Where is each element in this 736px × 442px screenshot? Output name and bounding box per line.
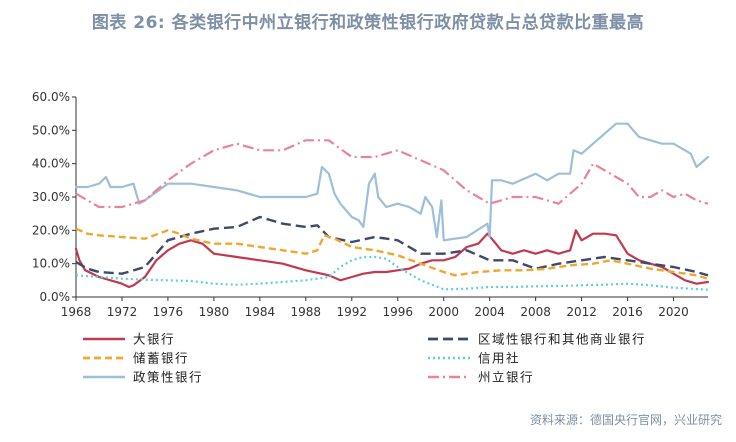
y-tick-label: 40.0% bbox=[32, 157, 70, 171]
chart-title: 图表 26: 各类银行中州立银行和政策性银行政府贷款占总贷款比重最高 bbox=[91, 13, 645, 33]
x-tick-label: 2000 bbox=[428, 305, 459, 319]
x-tick-label: 1972 bbox=[107, 305, 138, 319]
x-tick-label: 1984 bbox=[245, 305, 276, 319]
series-line-4 bbox=[74, 122, 710, 242]
x-tick-label: 1992 bbox=[337, 305, 368, 319]
y-tick-label: 60.0% bbox=[32, 90, 70, 104]
legend-item-2: 储蓄银行 bbox=[83, 351, 189, 366]
legend-label: 区域性银行和其他商业银行 bbox=[478, 332, 646, 347]
legend-label: 州立银行 bbox=[478, 370, 534, 385]
legend-label: 大银行 bbox=[133, 332, 175, 347]
x-tick-label: 1996 bbox=[382, 305, 413, 319]
x-tick-label: 2012 bbox=[566, 305, 597, 319]
x-tick-label: 2016 bbox=[612, 305, 643, 319]
x-tick-label: 1980 bbox=[199, 305, 230, 319]
axis-ticks: 0.0% 10.0% 20.0% 30.0% 40.0% 50.0% 60.0% 1968 19… bbox=[32, 90, 689, 319]
y-tick-label: 0.0% bbox=[40, 290, 71, 304]
x-tick-label: 1988 bbox=[291, 305, 322, 319]
x-tick-label: 1968 bbox=[61, 305, 92, 319]
series-line-1 bbox=[75, 215, 709, 277]
y-tick-label: 20.0% bbox=[32, 223, 70, 237]
legend-label: 储蓄银行 bbox=[133, 351, 189, 366]
series-line-3 bbox=[75, 255, 709, 291]
legend-item-5: 州立银行 bbox=[428, 370, 534, 385]
legend-item-4: 政策性银行 bbox=[83, 370, 203, 385]
x-tick-label: 2020 bbox=[658, 305, 689, 319]
legend-item-1: 区域性银行和其他商业银行 bbox=[428, 332, 646, 347]
y-tick-label: 50.0% bbox=[32, 123, 70, 137]
x-tick-label: 2004 bbox=[474, 305, 505, 319]
x-tick-label: 1976 bbox=[153, 305, 184, 319]
legend-label: 信用社 bbox=[478, 351, 520, 366]
y-tick-label: 10.0% bbox=[32, 257, 70, 271]
x-tick-label: 2008 bbox=[520, 305, 551, 319]
y-tick-label: 30.0% bbox=[32, 190, 70, 204]
legend-item-3: 信用社 bbox=[428, 351, 520, 366]
series-line-2 bbox=[75, 227, 709, 280]
plot-area bbox=[74, 122, 710, 291]
source-note: 资料来源：德国央行官网，兴业研究 bbox=[529, 413, 722, 427]
legend-item-0: 大银行 bbox=[83, 332, 175, 347]
legend-label: 政策性银行 bbox=[133, 370, 203, 385]
series-line-5 bbox=[75, 139, 709, 209]
